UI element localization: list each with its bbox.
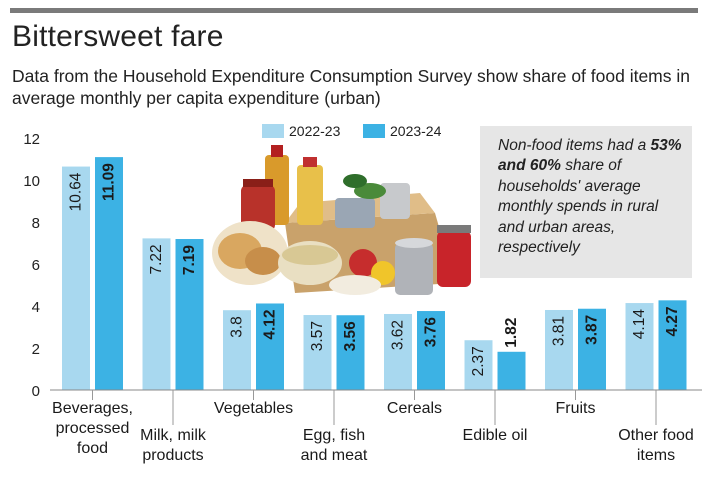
value-label: 10.64	[68, 172, 85, 211]
legend-label: 2023-24	[390, 123, 442, 139]
y-tick-label: 6	[32, 257, 40, 274]
y-tick-label: 0	[32, 383, 40, 400]
note-text-end: share of households' average monthly spe…	[498, 157, 659, 257]
value-label: 4.12	[262, 309, 279, 339]
value-label: 2.37	[470, 346, 487, 376]
chart-title: Bittersweet fare	[12, 20, 224, 53]
bar-2022-23-1	[142, 238, 171, 390]
note-box: Non-food items had a 53% and 60% share o…	[480, 126, 692, 278]
category-label: Other food items	[618, 427, 694, 464]
bar-2022-23-3	[303, 315, 332, 390]
bar-2023-24-2	[256, 303, 284, 390]
bar-2023-24-4	[417, 311, 445, 390]
category-label: Fruits	[556, 400, 596, 417]
value-label: 3.57	[309, 321, 326, 351]
bar-2023-24-1	[175, 239, 204, 390]
bars	[62, 157, 687, 390]
bar-2023-24-5	[497, 351, 526, 390]
value-label: 3.62	[390, 320, 407, 350]
note-text-start: Non-food items had a	[498, 137, 651, 154]
y-tick-label: 12	[23, 131, 40, 148]
note-highlight: 53% and 60%	[498, 137, 682, 175]
value-label: 3.76	[423, 317, 440, 348]
legend-label: 2022-23	[289, 123, 341, 139]
bar-2023-24-7	[658, 300, 687, 390]
grocery-illustration	[212, 145, 471, 295]
bar-2022-23-4	[384, 313, 412, 390]
legend: 2022-23 2023-24	[262, 123, 442, 139]
chart-subtitle: Data from the Household Expenditure Cons…	[12, 66, 690, 108]
category-label: Edible oil	[463, 427, 528, 444]
value-labels: 10.64 7.22 3.8 3.57 3.62 2.37 3.81 4.14 11.09 7.1…	[68, 163, 682, 377]
legend-swatch	[363, 124, 385, 138]
top-rule	[10, 8, 698, 13]
y-axis-ticks: 0 2 4 6 8 10 12	[23, 131, 40, 400]
bar-2023-24-6	[578, 308, 606, 390]
category-label: Egg, fish and meat	[301, 427, 368, 464]
bar-2022-23-7	[625, 303, 654, 390]
value-label: 11.09	[101, 163, 118, 201]
value-label: 3.87	[584, 315, 601, 345]
value-label: 1.82	[503, 318, 520, 348]
value-label: 3.8	[229, 316, 246, 338]
category-label: Vegetables	[214, 400, 293, 417]
bar-2022-23-5	[464, 340, 493, 390]
bar-2023-24-3	[336, 315, 365, 390]
value-label: 3.56	[342, 321, 359, 352]
category-label: Beverages, processed food	[52, 400, 133, 457]
y-tick-label: 8	[32, 215, 40, 232]
value-label: 4.14	[631, 309, 648, 340]
bar-2022-23-6	[545, 309, 573, 390]
category-label: Milk, milk products	[140, 427, 207, 464]
bar-2023-24-0	[95, 157, 123, 390]
y-tick-label: 2	[32, 341, 40, 358]
category-label: Cereals	[387, 400, 442, 417]
value-label: 7.22	[148, 244, 165, 274]
value-label: 4.27	[664, 306, 681, 336]
legend-swatch	[262, 124, 284, 138]
bar-2022-23-0	[62, 166, 90, 390]
value-label: 3.81	[551, 316, 568, 346]
x-axis	[50, 389, 702, 425]
value-label: 7.19	[181, 245, 198, 276]
y-tick-label: 4	[32, 299, 40, 316]
bar-2022-23-2	[223, 310, 251, 390]
y-tick-label: 10	[23, 173, 40, 190]
